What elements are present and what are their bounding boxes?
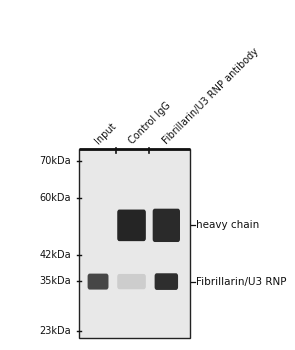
Text: 23kDa: 23kDa [39,326,71,336]
FancyBboxPatch shape [117,210,146,241]
FancyBboxPatch shape [153,209,180,242]
Text: Fibrillarin/U3 RNP: Fibrillarin/U3 RNP [196,276,286,287]
Text: heavy chain: heavy chain [196,220,259,230]
FancyBboxPatch shape [117,274,146,289]
Text: 60kDa: 60kDa [40,193,71,203]
Bar [79,149,189,338]
Text: Input: Input [93,121,118,146]
Text: Control IgG: Control IgG [127,100,172,146]
FancyBboxPatch shape [88,274,109,289]
Text: Fibrillarin/U3 RNP antibody: Fibrillarin/U3 RNP antibody [161,47,261,146]
Text: 35kDa: 35kDa [39,276,71,286]
Text: 42kDa: 42kDa [39,250,71,260]
FancyBboxPatch shape [155,273,178,290]
Text: 70kDa: 70kDa [39,156,71,166]
